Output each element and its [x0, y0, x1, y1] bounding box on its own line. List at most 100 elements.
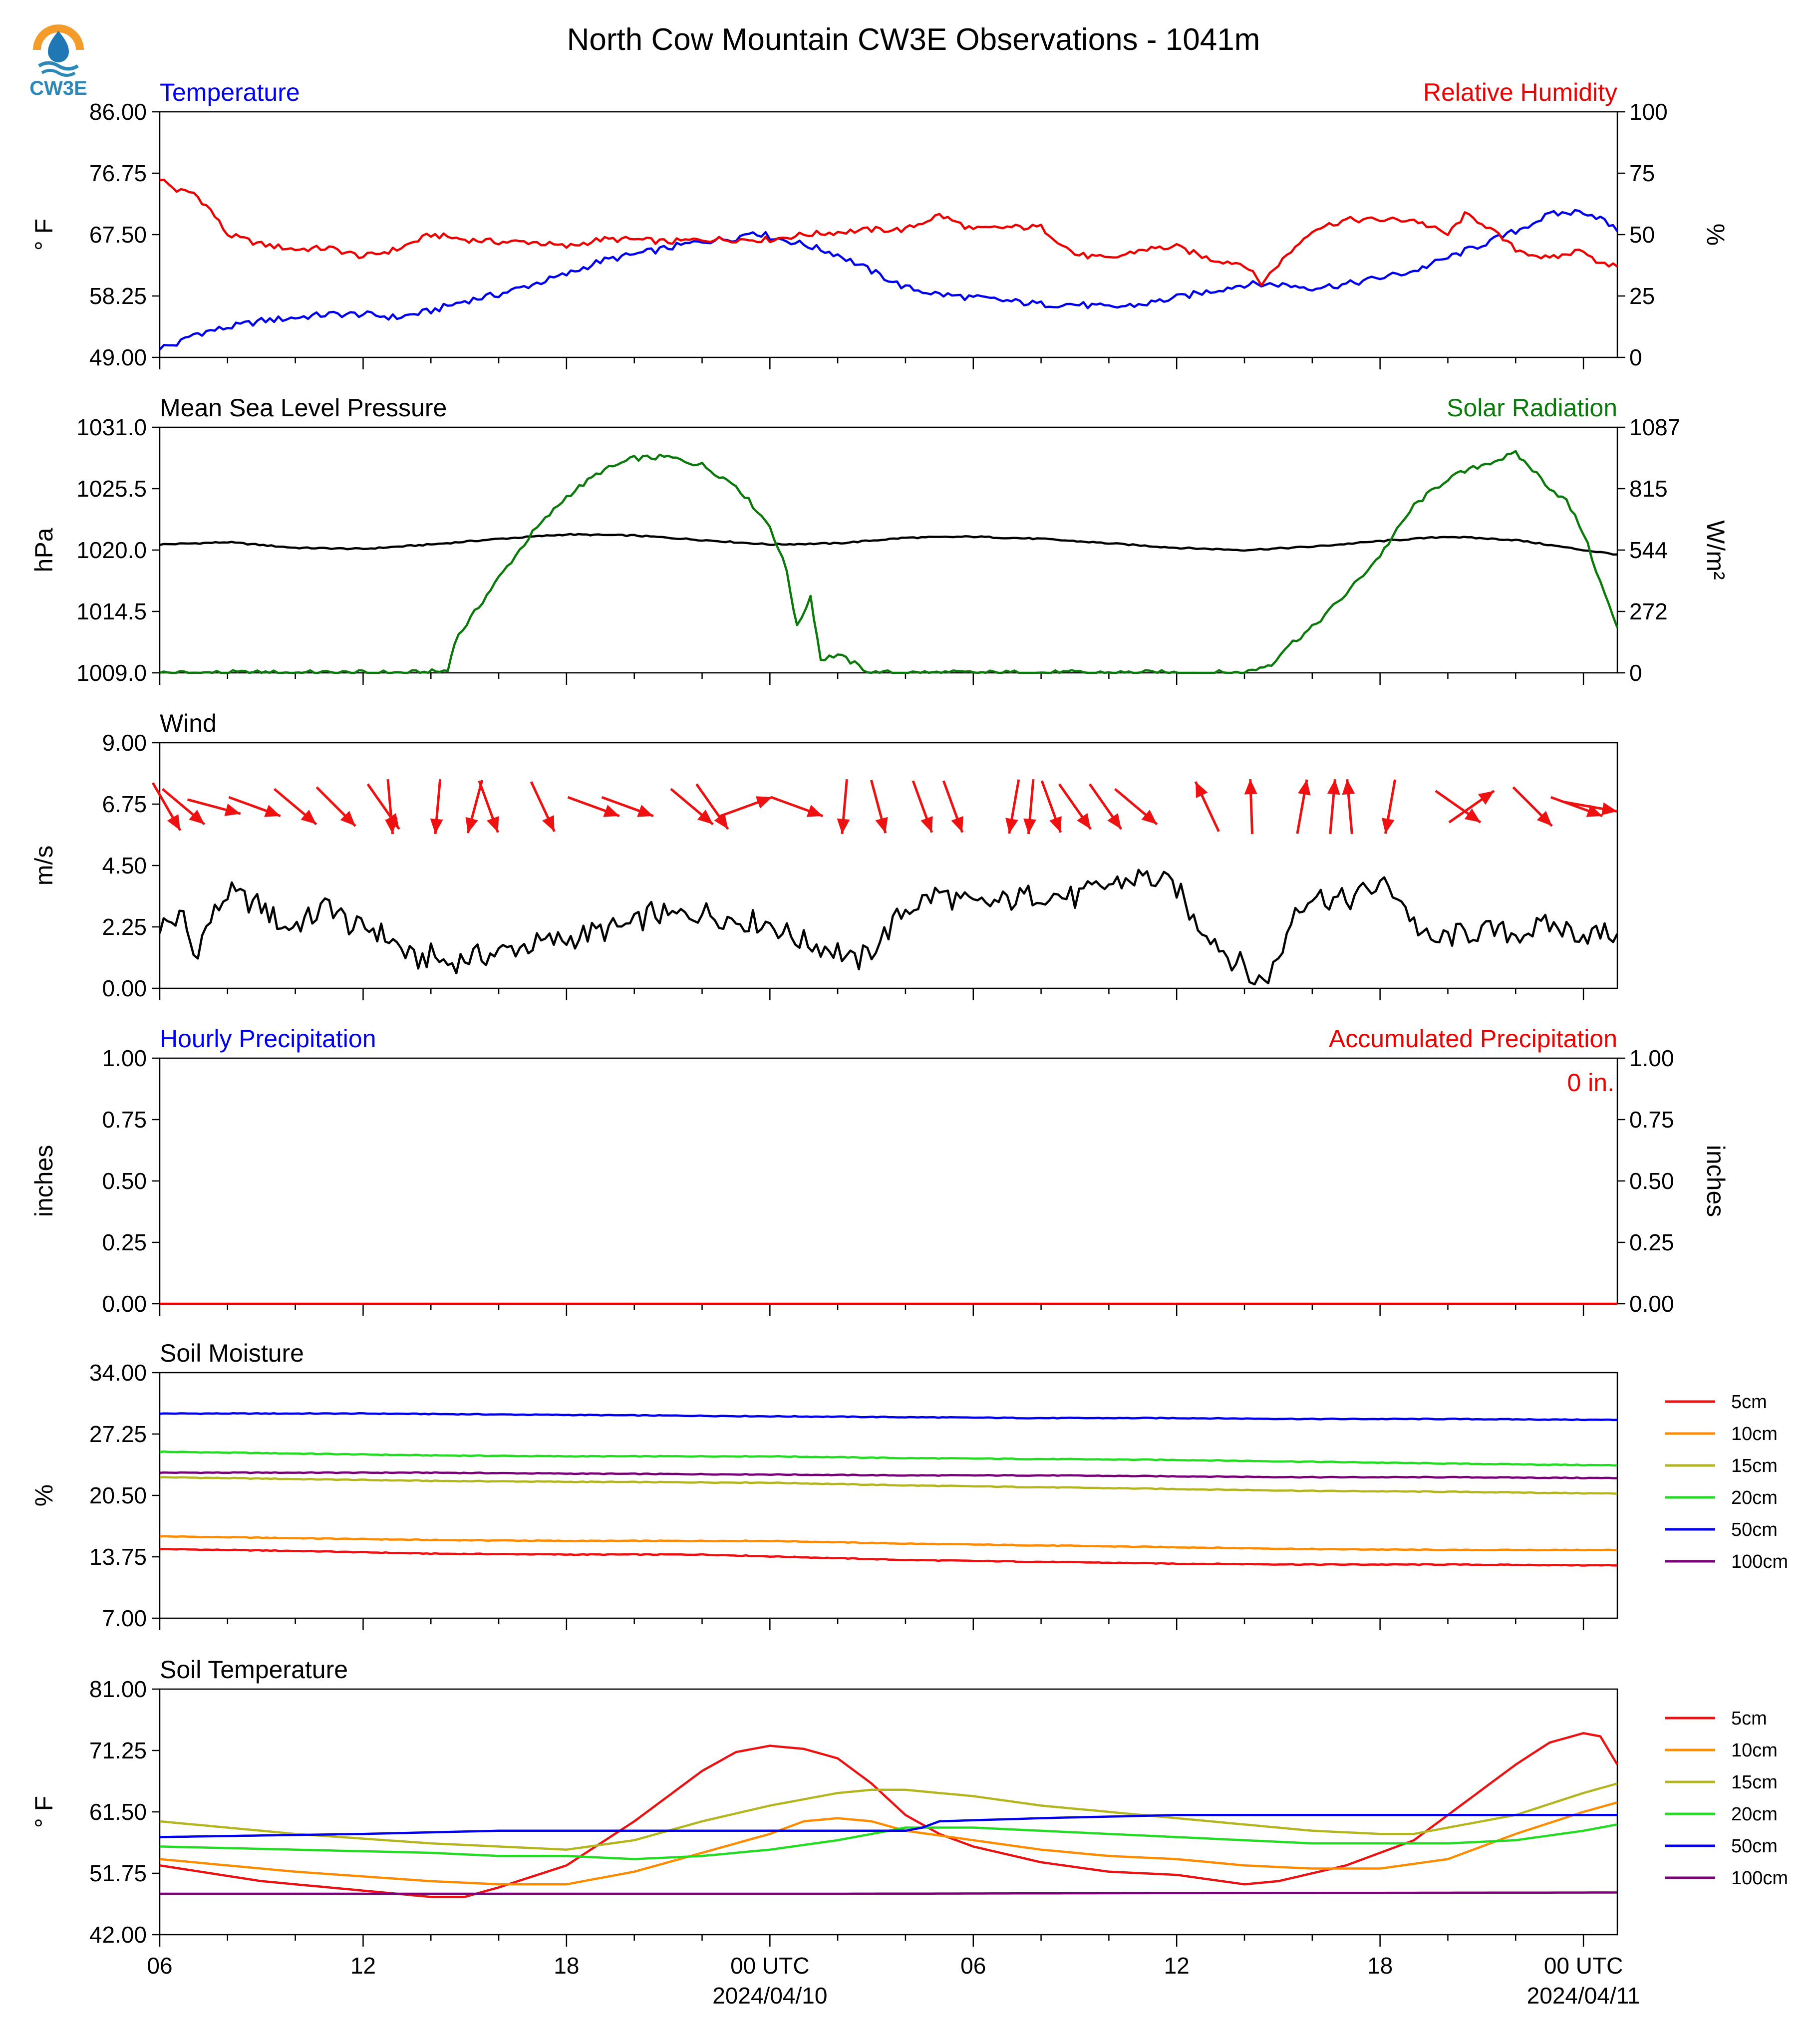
wind-arrow: [1005, 779, 1020, 834]
wind-arrow-head: [542, 815, 555, 832]
wind-arrow: [1089, 783, 1123, 830]
wind-arrow: [187, 798, 241, 817]
wind-arrow: [1114, 788, 1158, 826]
y-tick-label: 1009.0: [76, 660, 147, 686]
y-tick-label: 0.00: [102, 1291, 147, 1317]
wind-arrow-head: [264, 805, 281, 817]
y-tick-label: 51.75: [89, 1860, 147, 1886]
wind-arrow: [1342, 779, 1355, 835]
y-tick-label: 0.25: [102, 1229, 147, 1255]
wind-arrow: [601, 796, 654, 818]
logo-ring-icon: [33, 24, 84, 50]
wind-arrow-head: [637, 805, 653, 817]
plot-frame: [159, 1372, 1618, 1619]
wind-arrow-head: [465, 817, 478, 834]
legend-entry-label: 10cm: [1731, 1424, 1778, 1445]
y-right-tick-label: 0.25: [1629, 1229, 1674, 1255]
wind-arrow: [273, 788, 317, 826]
wind-arrow: [1023, 779, 1036, 835]
panel-title-left: Hourly Precipitation: [160, 1025, 376, 1053]
wind-arrow-head: [1327, 779, 1340, 795]
wind-arrow: [771, 796, 824, 818]
series-line-5cm: [159, 1548, 1618, 1567]
wind-arrow-head: [603, 805, 619, 817]
y-tick-label: 67.50: [89, 222, 147, 248]
cw3e-logo: CW3E: [29, 24, 87, 99]
panel-title-left: Temperature: [160, 78, 300, 106]
x-tick-label: 00 UTC: [1544, 1953, 1623, 1979]
y-tick-label: 42.00: [89, 1922, 147, 1948]
series-line-100cm: [160, 1891, 1617, 1895]
series-line-left: [159, 209, 1618, 350]
wind-arrow: [870, 780, 888, 834]
y-right-tick-label: 0: [1629, 344, 1642, 370]
wind-arrow-head: [1077, 813, 1091, 830]
logo-text: CW3E: [29, 77, 87, 99]
wind-arrow: [1327, 779, 1340, 835]
y-tick-label: 61.50: [89, 1799, 147, 1825]
wind-arrow: [430, 779, 443, 835]
wind-arrow: [911, 780, 933, 833]
legend-entry-label: 100cm: [1731, 1868, 1788, 1889]
y-right-tick-label: 100: [1629, 99, 1668, 125]
wind-arrow: [465, 780, 484, 834]
y-tick-label: 20.50: [89, 1482, 147, 1508]
figure-title: North Cow Mountain CW3E Observations - 1…: [567, 22, 1260, 57]
logo-drop-icon: [48, 31, 69, 62]
panel-title-right: Relative Humidity: [1423, 78, 1617, 106]
y-tick-label: 58.25: [89, 283, 147, 309]
legend: 5cm 10cm 15cm 20cm 50cm 100cm: [1665, 1708, 1788, 1889]
wind-arrow-head: [1023, 818, 1036, 834]
wind-arrow-head: [1049, 816, 1062, 833]
wind-arrow: [530, 781, 556, 832]
wind-arrow-head: [1464, 808, 1481, 823]
y-right-tick-label: 1087: [1629, 414, 1680, 440]
logo-emblem-icon: [33, 24, 84, 77]
y-tick-label: 13.75: [89, 1544, 147, 1570]
series-line-10cm: [159, 1801, 1618, 1886]
y-tick-label: 2.25: [102, 914, 147, 940]
plot-frame: [159, 426, 1618, 674]
wind-arrow-head: [875, 817, 888, 834]
wind-arrow-head: [384, 818, 398, 834]
wind-arrow: [720, 796, 773, 818]
y-axis-label: ° F: [30, 219, 58, 251]
y-right-tick-label: 815: [1629, 476, 1668, 502]
y-axis-label: m/s: [30, 846, 58, 886]
x-tick-label: 18: [554, 1953, 579, 1979]
wind-arrow: [1244, 779, 1257, 835]
panel-title-left: Wind: [160, 709, 217, 737]
y-tick-label: 7.00: [102, 1605, 147, 1631]
wind-arrow: [1381, 779, 1397, 834]
plot-frame: [159, 742, 1618, 989]
y-axis-label: ° F: [30, 1796, 58, 1828]
y-axis-label: inches: [30, 1145, 58, 1217]
chart-panel-soil_moisture: Soil Moisture 34.00 27.25 20.50 13.75 7.00% 5c…: [30, 1339, 1788, 1631]
y-tick-label: 71.25: [89, 1738, 147, 1763]
y-right-tick-label: 0.75: [1629, 1107, 1674, 1133]
wind-arrow: [1040, 780, 1062, 833]
wind-arrow-head: [1107, 813, 1122, 830]
y-right-tick-label: 0.00: [1629, 1291, 1674, 1317]
y-right-tick-label: 50: [1629, 222, 1655, 248]
wind-arrow-head: [487, 816, 499, 833]
x-tick-label: 06: [147, 1953, 172, 1979]
series-line-50cm: [159, 1412, 1618, 1422]
wind-arrow: [1058, 783, 1092, 830]
y-axis-label: %: [30, 1484, 58, 1506]
y-tick-label: 9.00: [102, 730, 147, 756]
wind-arrow: [695, 783, 729, 830]
wind-arrow: [228, 796, 281, 818]
series-line-left: [159, 533, 1618, 556]
y-tick-label: 6.75: [102, 791, 147, 817]
y-axis-label-right: inches: [1702, 1145, 1730, 1217]
panel-title-left: Soil Temperature: [160, 1656, 348, 1684]
legend-entry-label: 5cm: [1731, 1708, 1767, 1729]
chart-panel-precip: Hourly Precipitation Accumulated Precipit…: [30, 1025, 1730, 1317]
y-right-tick-label: 0.50: [1629, 1168, 1674, 1194]
series-line-15cm: [159, 1782, 1618, 1851]
wind-arrow: [1512, 786, 1553, 827]
legend-entry-label: 15cm: [1731, 1455, 1778, 1476]
legend-entry-label: 50cm: [1731, 1836, 1778, 1857]
